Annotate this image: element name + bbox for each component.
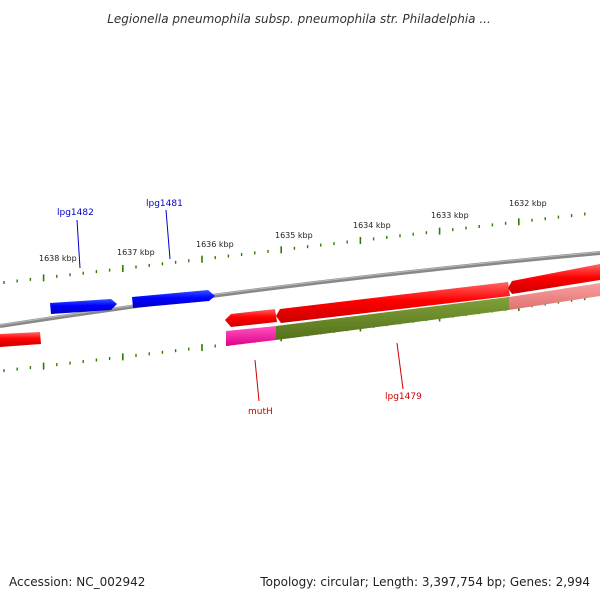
tick-label-1634: 1634 kbp [353,221,391,230]
gene-lpg1481[interactable] [132,290,215,308]
gene-lpg1479[interactable] [276,282,510,323]
tick-label-1633: 1633 kbp [431,211,469,220]
tick-label-1632: 1632 kbp [509,199,547,208]
leader-lpg1479 [396,342,404,390]
gene-right-red[interactable] [508,264,600,294]
gene-label-lpg1481[interactable]: lpg1481 [146,199,183,209]
gene-left-red[interactable] [0,332,41,347]
genome-backbone [0,251,600,328]
map-title: Legionella pneumophila subsp. pneumophil… [107,12,491,26]
topology-summary: Topology: circular; Length: 3,397,754 bp… [259,575,590,589]
gene-label-lpg1482[interactable]: lpg1482 [57,208,94,218]
tick-label-1638: 1638 kbp [39,254,77,263]
leader-mutH [254,359,260,402]
gene-label-mutH[interactable]: mutH [248,407,273,417]
accession-text: Accession: NC_002942 [9,575,145,589]
tick-label-1635: 1635 kbp [275,231,313,240]
feature-pink [509,283,600,310]
gene-label-lpg1479[interactable]: lpg1479 [385,392,422,402]
feature-magenta [226,326,276,346]
gene-mutH[interactable] [225,309,277,327]
outer-tick-ruler [3,212,586,284]
feature-olive [276,297,509,340]
tick-label-1637: 1637 kbp [117,248,155,257]
gene-lpg1482[interactable] [50,299,117,314]
tick-label-1636: 1636 kbp [196,240,234,249]
leader-lpg1481 [165,209,171,260]
genome-backbone-highlight [0,251,600,326]
leader-lpg1482 [76,219,81,269]
